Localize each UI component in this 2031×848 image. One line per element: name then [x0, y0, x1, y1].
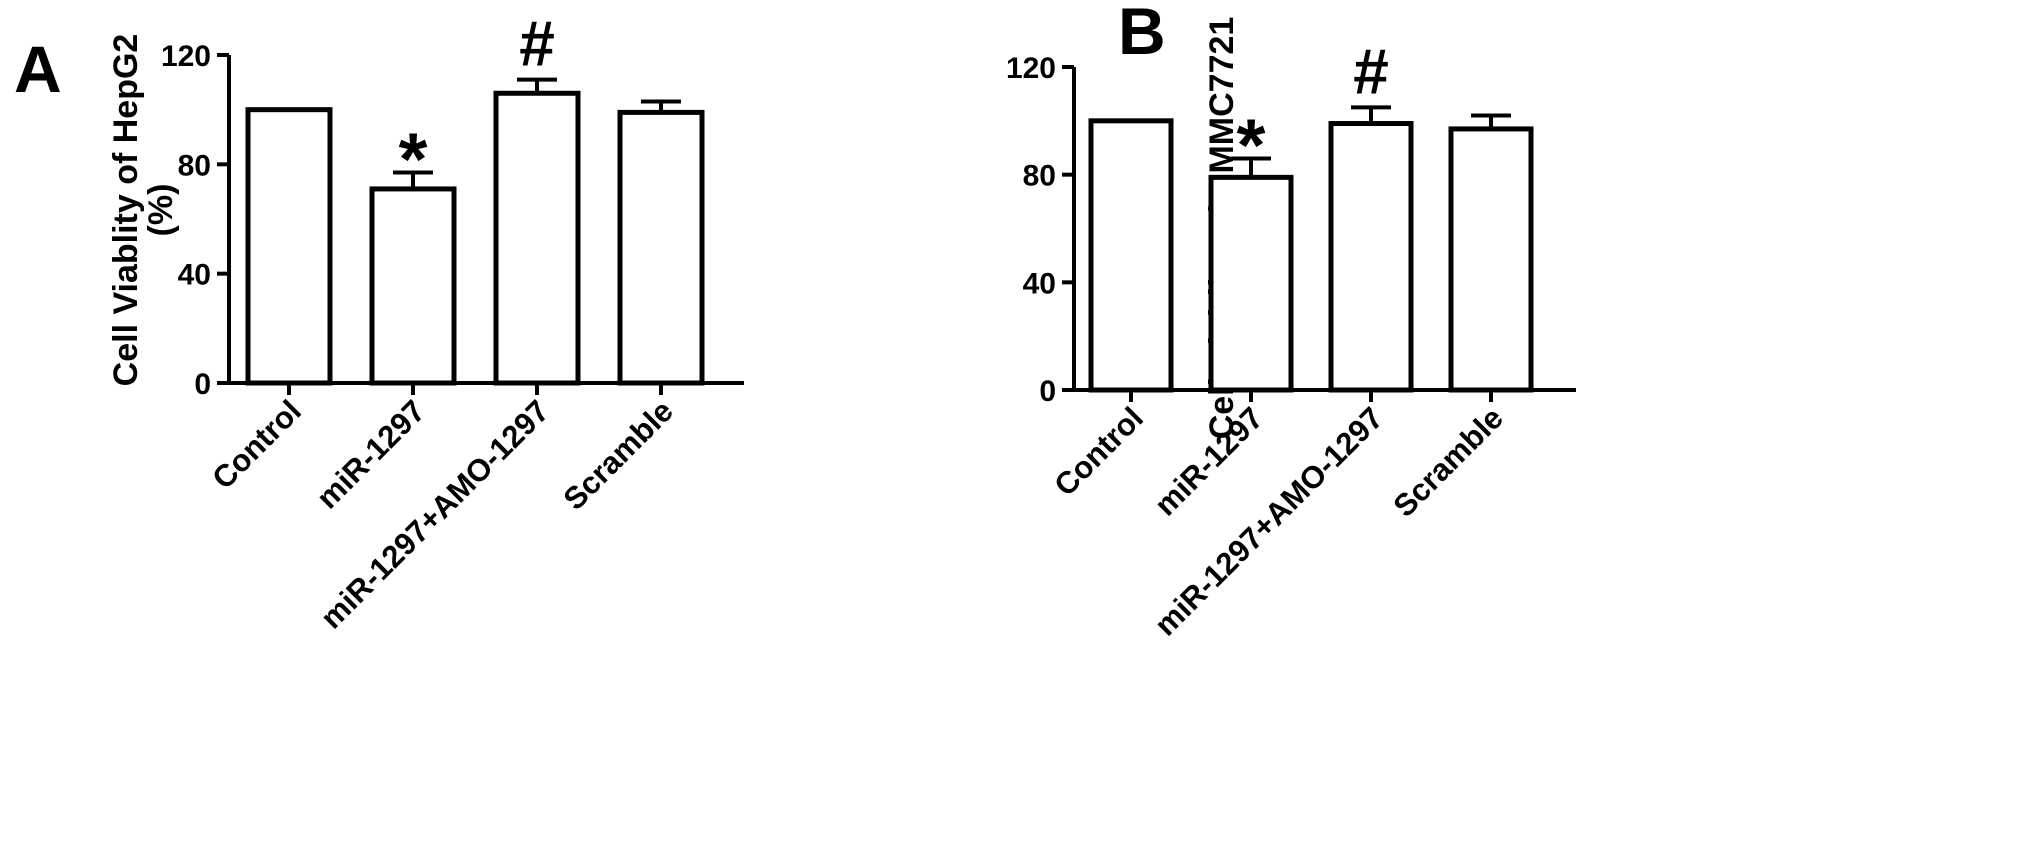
y-tick-label: 80 [1023, 160, 1056, 193]
y-tick-label: 80 [178, 149, 211, 182]
x-tick-label: miR-1297 [310, 393, 432, 515]
y-axis-title-line1: Cell Viablity of HepG2 [107, 34, 145, 387]
y-axis-title-line2: (%) [142, 184, 180, 237]
bar [1088, 118, 1174, 393]
panel-letter: B [1118, 0, 1166, 68]
bar [1328, 121, 1414, 393]
significance-star: * [1237, 104, 1266, 187]
bar [245, 107, 333, 386]
y-tick-label: 120 [161, 40, 211, 73]
significance-star: * [399, 118, 428, 201]
y-tick-label: 0 [1039, 375, 1056, 408]
y-axis-ticks: 0 40 80 120 [1006, 52, 1074, 408]
bar [493, 90, 581, 386]
panel-b: B Cell Viablity of SMMC7721 (%) 04080120… [1006, 0, 1576, 642]
x-tick-label: miR-1297+AMO-1297 [314, 393, 556, 635]
x-tick-label: miR-1297+AMO-1297 [1148, 400, 1390, 642]
bar [1208, 174, 1294, 393]
bar [1448, 126, 1534, 393]
x-tick-label: Scramble [557, 393, 680, 516]
y-axis-ticks: 0 40 80 120 [161, 40, 229, 401]
x-tick-label: Scramble [1387, 400, 1510, 523]
bar [617, 109, 705, 386]
bars: *# [245, 8, 705, 386]
y-tick-label: 40 [178, 259, 211, 292]
x-tick-label: Control [1047, 400, 1150, 503]
axes [227, 55, 744, 385]
y-tick-label: 0 [194, 368, 211, 401]
y-tick-label: 120 [1006, 52, 1056, 85]
significance-hash: # [1353, 35, 1389, 107]
bar [369, 186, 457, 386]
panel-letter: A [14, 32, 62, 106]
x-tick-label: Control [205, 393, 308, 496]
y-tick-label: 40 [1023, 267, 1056, 300]
bars: *# [1088, 35, 1534, 393]
significance-hash: # [519, 8, 555, 80]
